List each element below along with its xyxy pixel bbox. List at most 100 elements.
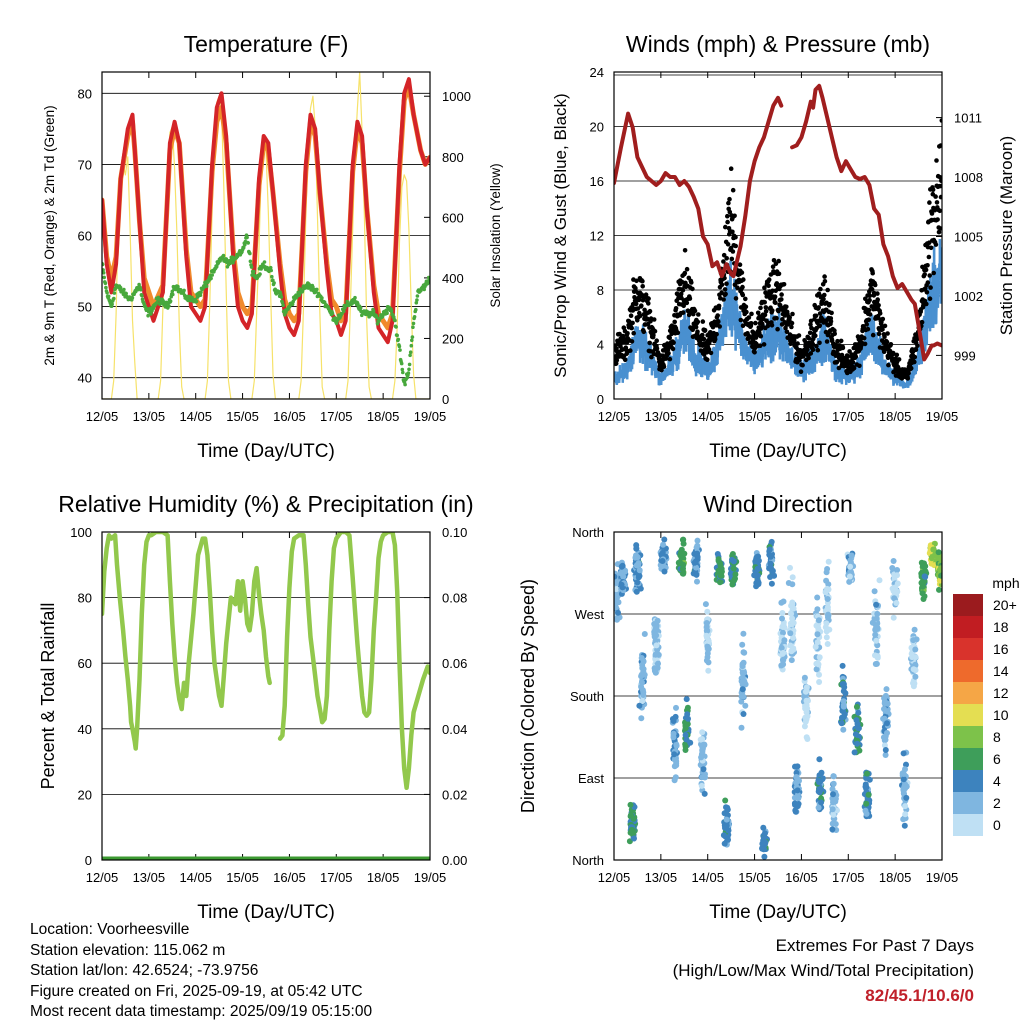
direction-point — [779, 615, 785, 622]
dewpoint-point — [102, 271, 106, 275]
gust-point — [667, 335, 672, 341]
x-tick-label: 13/05 — [645, 409, 678, 424]
gust-point — [725, 242, 731, 247]
gust-point — [695, 319, 701, 325]
x-tick-label: 19/05 — [414, 409, 447, 424]
direction-point — [715, 556, 722, 563]
gust-point — [714, 331, 719, 337]
gust-point — [614, 357, 620, 363]
x-axis-label: Time (Day/UTC) — [197, 441, 335, 462]
y2-tick-label: 0.02 — [442, 787, 467, 802]
x-tick-label: 16/05 — [785, 870, 818, 885]
gust-point — [715, 313, 720, 318]
dewpoint-point — [270, 274, 274, 279]
direction-point — [740, 693, 747, 700]
direction-point — [795, 791, 801, 798]
dewpoint-point — [112, 296, 116, 301]
gust-point — [625, 331, 630, 336]
dewpoint-point — [408, 350, 413, 355]
dewpoint-point — [139, 287, 143, 292]
gust-point — [661, 364, 667, 370]
gust-point — [805, 347, 810, 353]
direction-point — [766, 565, 773, 572]
dewpoint-point — [241, 245, 246, 250]
y2-tick-label: 400 — [442, 271, 464, 286]
gust-point — [797, 358, 802, 363]
direction-point — [700, 766, 707, 773]
gust-point — [931, 270, 936, 276]
direction-point — [634, 579, 641, 586]
gust-point — [716, 303, 722, 309]
dewpoint-point — [400, 367, 405, 372]
gust-point — [633, 301, 639, 307]
gust-point — [770, 308, 775, 313]
gust-point — [851, 365, 857, 371]
dewpoint-point — [389, 309, 394, 314]
dewpoint-point — [409, 343, 414, 348]
gust-point — [925, 280, 931, 285]
gust-point — [865, 326, 871, 332]
gust-point — [681, 303, 686, 309]
direction-point — [785, 580, 792, 586]
gust-point — [885, 331, 890, 336]
x-tick-label: 17/05 — [832, 409, 865, 424]
gust-point — [724, 281, 729, 287]
direction-point — [803, 684, 810, 691]
direction-point — [814, 631, 821, 638]
direction-point — [652, 669, 659, 676]
gust-point — [654, 338, 659, 344]
gust-point — [867, 293, 873, 299]
x-tick-label: 15/05 — [738, 409, 771, 424]
dewpoint-point — [315, 287, 319, 292]
gust-point — [702, 327, 708, 333]
gust-point — [749, 311, 754, 317]
direction-point — [694, 553, 701, 560]
x-tick-label: 14/05 — [179, 409, 212, 424]
direction-point — [633, 545, 640, 552]
direction-point — [780, 661, 787, 668]
direction-point — [825, 558, 832, 565]
dewpoint-point — [375, 315, 379, 320]
plot-border — [101, 531, 431, 861]
direction-point — [679, 566, 686, 573]
gust-point — [784, 329, 790, 335]
gust-point — [700, 319, 706, 324]
direction-point — [767, 552, 774, 559]
gust-point — [912, 354, 918, 360]
direction-point — [826, 626, 833, 633]
x-tick-label: 16/05 — [273, 870, 306, 885]
gust-point — [845, 354, 851, 359]
x-axis-label: Time (Day/UTC) — [709, 441, 847, 462]
chart-title: Winds (mph) & Pressure (mb) — [626, 31, 930, 57]
gust-point — [807, 330, 813, 336]
gust-point — [641, 296, 646, 301]
gust-point — [752, 350, 757, 355]
gust-point — [628, 313, 634, 319]
gust-point — [875, 297, 880, 302]
dewpoint-point — [252, 269, 256, 274]
gust-point — [766, 277, 772, 282]
gust-point — [888, 342, 894, 347]
direction-point — [789, 574, 796, 581]
gust-point — [776, 258, 781, 264]
dewpoint-point — [176, 284, 180, 289]
gust-point — [672, 319, 677, 325]
gust-point — [682, 270, 688, 276]
gust-point — [716, 319, 721, 325]
x-tick-label: 18/05 — [367, 870, 400, 885]
gust-point — [814, 343, 819, 349]
direction-point — [704, 627, 711, 634]
gust-point — [708, 350, 714, 356]
gust-point — [737, 262, 743, 268]
direction-point — [752, 571, 759, 578]
gust-point — [634, 278, 639, 284]
dewpoint-point — [221, 253, 226, 258]
dewpoint-point — [155, 300, 159, 305]
gust-point — [671, 340, 676, 345]
direction-point — [682, 732, 689, 738]
gust-point — [869, 286, 875, 292]
dewpoint-point — [248, 251, 252, 256]
gust-point — [684, 300, 690, 306]
gust-point — [798, 369, 804, 375]
direction-point — [816, 671, 822, 678]
